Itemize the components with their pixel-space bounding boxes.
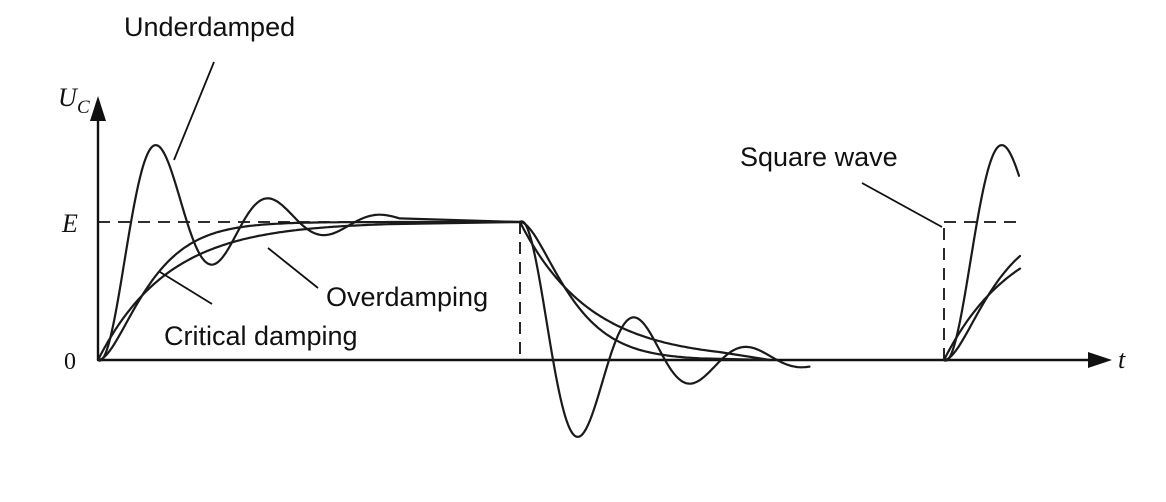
square-wave-leader-line [861,182,943,228]
critical-damping-curve-fall [518,220,772,362]
underdamped-curve-fall [518,220,811,438]
y-axis-label-subscript: C [77,97,90,118]
underdamped-curve-rise [96,144,522,362]
origin-label: 0 [64,349,76,375]
x-axis-label: t [1118,345,1126,374]
y-axis-label: U [58,83,79,112]
overdamping-curve-rise [96,220,522,362]
overdamping-label: Overdamping [326,282,488,312]
critical-damping-label: Critical damping [164,321,358,351]
y-axis-arrowhead [90,96,106,121]
x-axis-arrowhead [1088,352,1112,368]
critical-damping-curve-rise-2 [942,254,1022,362]
square-wave-label: Square wave [740,142,898,172]
level-e-label: E [61,209,78,238]
critical-damping-leader-line [159,271,213,305]
underdamped-label: Underdamped [124,12,295,42]
overdamping-leader-line [267,247,319,289]
overdamping-curve-rise-2 [942,267,1022,362]
overdamping-curve-fall [518,220,772,362]
underdamped-curve-rise-2 [942,144,1021,362]
underdamped-leader-line [173,61,215,161]
critical-damping-curve-rise [96,220,522,362]
